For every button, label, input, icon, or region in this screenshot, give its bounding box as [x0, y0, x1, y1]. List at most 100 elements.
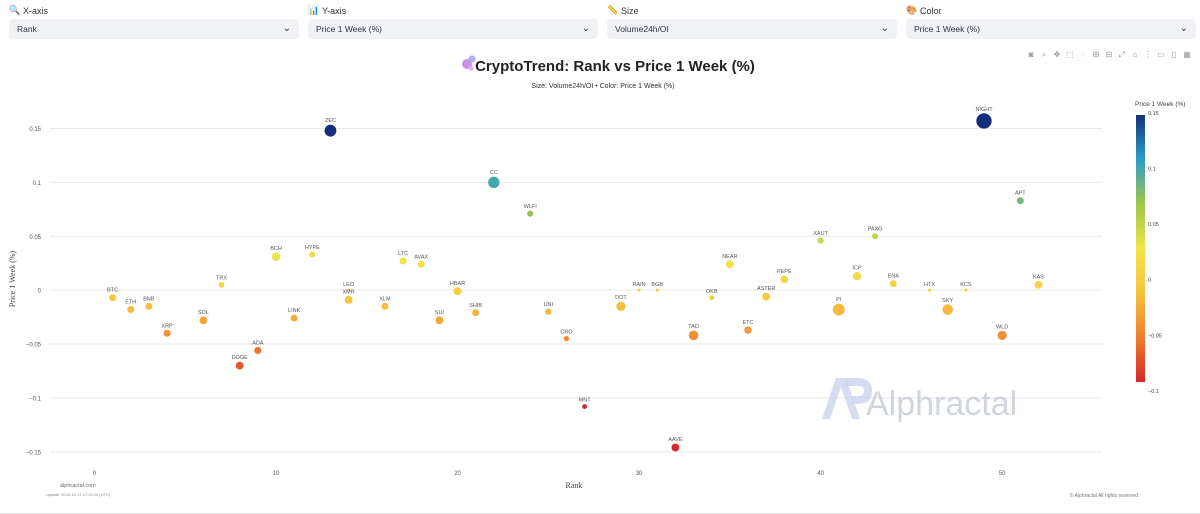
data-label: CRO — [560, 330, 573, 336]
data-point — [872, 233, 879, 240]
magnifier-icon: 🔍 — [9, 5, 21, 15]
data-point — [109, 294, 117, 302]
colorbar-gradient — [1136, 115, 1145, 382]
colorbar-title: Price 1 Week (%) — [1135, 101, 1185, 108]
data-point — [942, 304, 953, 315]
watermark-logo — [846, 378, 872, 404]
zoom-out-icon[interactable]: ⊟ — [1105, 50, 1113, 59]
data-point — [637, 288, 641, 292]
data-label: ETH — [125, 300, 136, 306]
select-x-axis[interactable]: Rank ⌄ — [9, 19, 299, 39]
select-value: Volume24h/OI — [615, 24, 669, 34]
data-label: MNT — [579, 398, 592, 404]
data-point — [889, 280, 897, 288]
data-point — [324, 124, 337, 137]
data-label: AAVE — [668, 437, 683, 443]
control-label-size: 📏 Size — [607, 5, 639, 16]
scatter-chart: −0.15 −0.1 −0.05 0 0.05 0.1 0.15 0 10 20 30 40 50 Ran… — [8, 55, 1185, 499]
data-point — [928, 288, 932, 292]
data-point — [964, 288, 968, 292]
y-tick-label: 0.1 — [33, 181, 42, 187]
data-point — [254, 347, 262, 355]
data-point — [671, 443, 680, 452]
select-size[interactable]: Volume24h/OI ⌄ — [607, 19, 897, 39]
title-bubble-icon — [468, 65, 474, 71]
spike-lines-icon[interactable]: ⋮ — [1144, 50, 1152, 59]
data-point — [309, 251, 316, 258]
data-label: AVAX — [414, 254, 428, 260]
camera-icon[interactable]: ◙ — [1028, 50, 1034, 59]
data-label: ASTER — [757, 286, 775, 292]
data-point — [832, 303, 845, 316]
data-label: DOT — [615, 295, 627, 301]
lasso-select-icon[interactable]: ◌ — [1080, 50, 1086, 59]
data-point — [127, 306, 135, 314]
chart-subtitle: Size: Volume24h/OI • Color: Price 1 Week… — [531, 83, 674, 90]
hover-compare-icon[interactable]: ▯ — [1171, 50, 1177, 59]
autoscale-icon[interactable]: ⤢ — [1118, 50, 1126, 59]
data-point — [655, 288, 659, 292]
control-label-text: X-axis — [23, 5, 49, 16]
x-tick-label: 10 — [273, 471, 280, 477]
data-label: BGB — [651, 282, 663, 288]
data-label: KCS — [960, 282, 972, 288]
ruler-icon: 📏 — [607, 5, 619, 15]
data-label: BNB — [143, 296, 155, 302]
y-axis-title: Price 1 Week (%) — [8, 251, 17, 308]
data-point — [488, 176, 500, 189]
chevron-down-icon: ⌄ — [581, 23, 590, 34]
data-label: NEAR — [722, 254, 737, 260]
data-point — [344, 295, 353, 304]
select-color[interactable]: Price 1 Week (%) ⌄ — [906, 19, 1196, 39]
data-point — [290, 314, 298, 322]
data-label: XRP — [161, 323, 173, 329]
data-label: RAIN — [633, 282, 646, 288]
data-label: UNI — [544, 302, 554, 308]
data-label: XLM — [379, 296, 391, 302]
colorbar-tick-label: 0 — [1148, 278, 1151, 284]
data-point — [688, 330, 699, 341]
data-label: ICP — [852, 265, 862, 271]
box-select-icon[interactable]: ⬚ — [1066, 50, 1074, 59]
update-annotation: Update: 2025-12-17 17:33:19 (UTC) — [46, 492, 111, 497]
palette-icon: 🎨 — [906, 5, 918, 15]
data-point — [616, 301, 626, 311]
chart-title: CryptoTrend: Rank vs Price 1 Week (%) — [475, 58, 755, 75]
x-tick-label: 30 — [636, 471, 643, 477]
y-tick-label: −0.05 — [26, 343, 42, 349]
zoom-in-icon[interactable]: ⊞ — [1092, 50, 1100, 59]
data-point — [347, 288, 351, 292]
data-label: DOGE — [232, 355, 249, 361]
pan-icon[interactable]: ✥ — [1053, 50, 1061, 59]
data-label: HTX — [924, 282, 935, 288]
data-point — [199, 316, 208, 325]
chart-modebar: ◙ ⌕ ✥ ⬚ ◌ ⊞ ⊟ ⤢ ⌂ ⋮ ▭ ▯ ▦ — [1026, 50, 1192, 60]
y-tick-label: 0 — [38, 289, 42, 295]
data-label: LTC — [398, 251, 408, 257]
hover-closest-icon[interactable]: ▭ — [1157, 50, 1165, 59]
select-value: Price 1 Week (%) — [914, 24, 980, 34]
control-label-text: Y-axis — [322, 5, 347, 16]
colorbar-tick-label: 0.05 — [1148, 222, 1159, 228]
colorbar-tick-label: 0.1 — [1148, 166, 1156, 172]
y-tick-label: 0.15 — [29, 127, 41, 133]
zoom-icon[interactable]: ⌕ — [1041, 50, 1047, 59]
data-label: PEPE — [777, 269, 792, 275]
plotly-logo-icon[interactable]: ▦ — [1183, 50, 1191, 59]
data-point — [145, 302, 153, 310]
data-point — [582, 404, 588, 409]
data-point — [271, 252, 281, 261]
data-point — [417, 260, 425, 268]
select-y-axis[interactable]: Price 1 Week (%) ⌄ — [308, 19, 598, 39]
data-point — [817, 237, 824, 244]
reset-axes-icon[interactable]: ⌂ — [1132, 50, 1138, 59]
data-label: ADA — [252, 341, 264, 347]
data-label: APT — [1015, 191, 1026, 197]
colorbar-tick-label: −0.1 — [1148, 389, 1159, 395]
data-point — [709, 295, 715, 301]
chevron-down-icon: ⌄ — [282, 23, 291, 34]
select-value: Price 1 Week (%) — [316, 24, 382, 34]
control-label-x-axis: 🔍 X-axis — [9, 5, 48, 16]
data-label: XAUT — [813, 231, 828, 237]
chevron-down-icon: ⌄ — [880, 23, 889, 34]
